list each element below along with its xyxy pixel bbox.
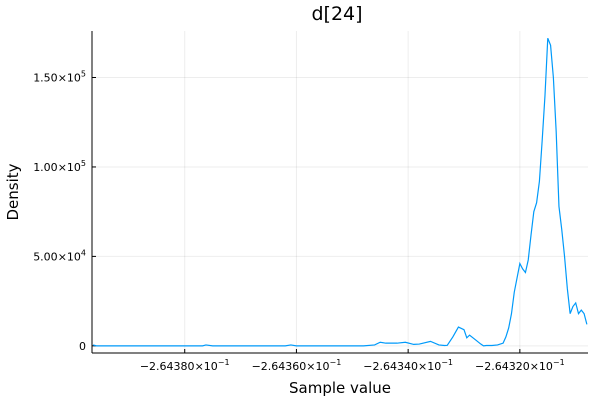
x-tick-label: −2.64380×10−1: [140, 358, 230, 373]
y-tick-exponent: 5: [81, 70, 86, 79]
axes: [91, 31, 588, 354]
y-tick-label: 1.50×105: [33, 70, 86, 85]
y-tick-base: ×10: [58, 161, 81, 174]
x-tick-label: −2.64340×10−1: [363, 358, 453, 373]
x-tick-mantissa: −2.64380: [140, 360, 195, 373]
y-tick-label: 0: [79, 340, 86, 353]
x-tick-exponent: −1: [330, 358, 342, 367]
x-tick-exponent: −1: [553, 358, 565, 367]
x-tick-base: ×10: [418, 360, 441, 373]
x-axis-label: Sample value: [289, 379, 391, 397]
y-tick-mantissa: 5.00: [33, 250, 58, 263]
x-tick-mantissa: −2.64360: [252, 360, 307, 373]
x-tick-exponent: −1: [441, 358, 453, 367]
x-tick-base: ×10: [195, 360, 218, 373]
x-tick-label: −2.64360×10−1: [252, 358, 342, 373]
x-tick-mantissa: −2.64320: [475, 360, 530, 373]
x-tick-base: ×10: [306, 360, 329, 373]
y-tick-base: ×10: [58, 72, 81, 85]
y-tick-label: 5.00×104: [33, 248, 86, 263]
y-axis-label: Density: [4, 163, 22, 220]
series-line: [92, 37, 588, 347]
y-tick-mantissa: 0: [79, 340, 86, 353]
ticks: −2.64380×10−1 −2.64360×10−1 −2.64340×10−1−…: [33, 70, 565, 373]
y-tick-base: ×10: [58, 250, 81, 263]
x-tick-label: −2.64320×10−1: [475, 358, 565, 373]
x-tick-base: ×10: [530, 360, 553, 373]
y-tick-label: 1.00×105: [33, 159, 86, 174]
chart-title: d[24]: [311, 3, 362, 25]
y-tick-exponent: 5: [81, 159, 86, 168]
y-tick-mantissa: 1.50: [33, 72, 58, 85]
y-tick-mantissa: 1.00: [33, 161, 58, 174]
x-tick-exponent: −1: [218, 358, 230, 367]
x-tick-mantissa: −2.64340: [363, 360, 418, 373]
y-tick-exponent: 4: [81, 248, 86, 257]
grid: [92, 31, 588, 353]
